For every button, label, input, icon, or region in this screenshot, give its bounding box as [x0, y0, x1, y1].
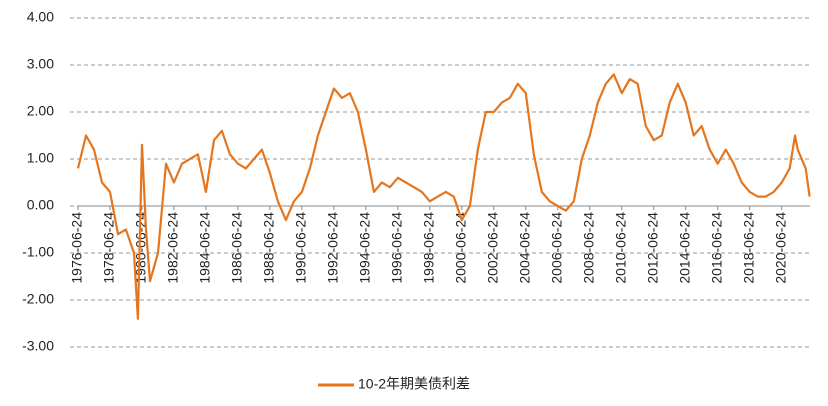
data-line: [76, 73, 811, 320]
y-tick-label: -2.00: [22, 291, 54, 307]
x-tick-label: 2012-06-24: [644, 212, 660, 284]
y-tick-label: 0.00: [27, 197, 54, 213]
x-tick-label: 2004-06-24: [517, 212, 533, 284]
x-tick-label: 2018-06-24: [740, 212, 756, 284]
x-tick-label: 2008-06-24: [580, 212, 596, 284]
y-tick-label: -1.00: [22, 244, 54, 260]
x-tick-label: 1978-06-24: [101, 212, 117, 284]
y-tick-label: 2.00: [27, 103, 54, 119]
x-tick-label: 1986-06-24: [229, 212, 245, 284]
x-tick-label: 1994-06-24: [357, 212, 373, 284]
x-tick-label: 1984-06-24: [197, 212, 213, 284]
x-tick-label: 1988-06-24: [261, 212, 277, 284]
x-tick-label: 2020-06-24: [772, 212, 788, 284]
x-tick-label: 2010-06-24: [612, 212, 628, 284]
x-tick-label: 1990-06-24: [293, 212, 309, 284]
x-tick-label: 2016-06-24: [708, 212, 724, 284]
y-tick-label: 1.00: [27, 150, 54, 166]
x-tick-label: 1998-06-24: [421, 212, 437, 284]
x-tick-label: 2014-06-24: [676, 212, 692, 284]
x-tick-label: 1996-06-24: [389, 212, 405, 284]
x-tick-label: 1976-06-24: [69, 212, 85, 284]
x-tick-label: 2006-06-24: [548, 212, 564, 284]
x-tick-label: 1992-06-24: [325, 212, 341, 284]
legend-label: 10-2年期美债利差: [358, 376, 470, 392]
y-tick-label: 4.00: [27, 9, 54, 25]
x-tick-label: 1980-06-24: [133, 212, 149, 284]
x-tick-label: 2000-06-24: [453, 212, 469, 284]
x-tick-label: 1982-06-24: [165, 212, 181, 284]
x-tick-label: 2002-06-24: [485, 212, 501, 284]
y-tick-label: 3.00: [27, 56, 54, 72]
y-tick-label: -3.00: [22, 338, 54, 354]
